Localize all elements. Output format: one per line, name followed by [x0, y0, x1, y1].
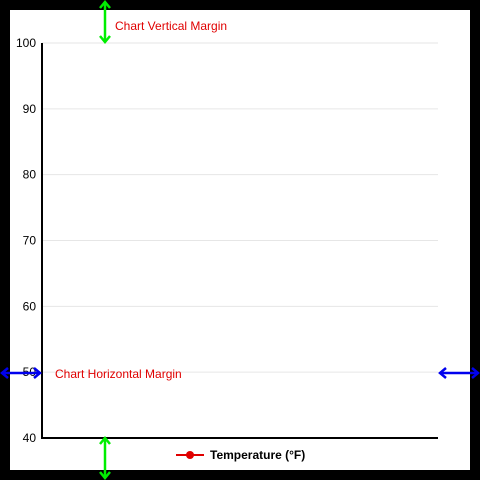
y-tick-label: 60 — [23, 299, 37, 313]
legend-label: Temperature (°F) — [210, 448, 305, 462]
gridlines — [42, 42, 438, 373]
vertical-margin-label: Chart Vertical Margin — [115, 19, 227, 33]
y-tick-label: 100 — [16, 36, 36, 50]
y-tick-label: 90 — [23, 102, 37, 116]
vertical-margin-arrow-top — [99, 0, 111, 44]
y-axis-tick-labels: 405060708090100 — [16, 36, 36, 445]
vertical-margin-arrow-bottom — [99, 436, 111, 480]
horizontal-margin-arrow-left — [0, 367, 42, 379]
legend-point-marker — [186, 451, 194, 459]
y-tick-label: 70 — [23, 234, 37, 248]
horizontal-margin-arrow-right — [438, 367, 480, 379]
y-tick-label: 40 — [23, 431, 37, 445]
horizontal-margin-label: Chart Horizontal Margin — [55, 367, 182, 381]
legend[interactable]: Temperature (°F) — [176, 448, 305, 462]
y-tick-label: 80 — [23, 168, 37, 182]
